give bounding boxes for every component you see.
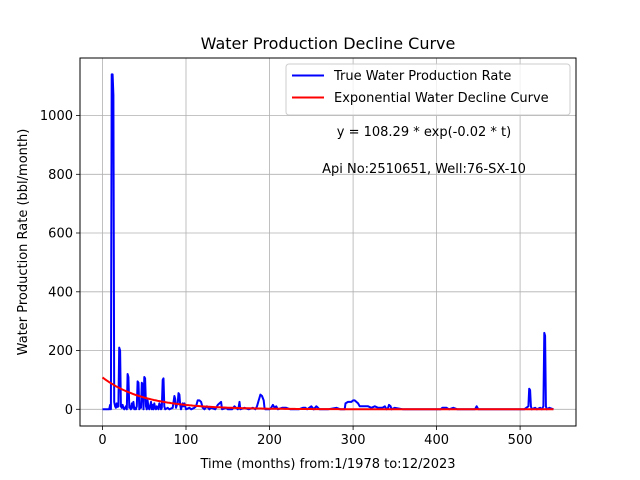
x-tick-label: 100: [174, 433, 199, 448]
x-tick-label: 400: [424, 433, 449, 448]
y-tick-label: 0: [65, 403, 73, 418]
y-tick-label: 200: [48, 344, 73, 359]
legend-box: [285, 63, 571, 116]
x-axis-ticks: 0 100 200 300 400 500: [98, 426, 533, 448]
x-tick-label: 200: [257, 433, 282, 448]
chart-title: Water Production Decline Curve: [201, 34, 456, 53]
x-tick-label: 500: [508, 433, 533, 448]
y-axis-ticks: 0 200 400 600 800 1000: [40, 109, 80, 418]
plot-area: [101, 73, 554, 411]
x-tick-label: 0: [98, 433, 106, 448]
grid-lines: [80, 58, 576, 426]
x-tick-label: 300: [341, 433, 366, 448]
legend-label-exponential-water-decline-curve: Exponential Water Decline Curve: [334, 91, 549, 106]
y-tick-label: 800: [48, 168, 73, 183]
legend-label-true-water-production-rate: True Water Production Rate: [333, 69, 511, 84]
y-tick-label: 400: [48, 285, 73, 300]
y-tick-label: 1000: [40, 109, 73, 124]
x-axis-label: Time (months) from:1/1978 to:12/2023: [199, 457, 455, 472]
well-info-annotation: Api No:2510651, Well:76-SX-10: [322, 162, 526, 177]
decline-equation-annotation: y = 108.29 * exp(-0.02 * t): [337, 125, 511, 140]
y-tick-label: 600: [48, 227, 73, 242]
exponential-water-decline-curve-line: [101, 376, 554, 411]
legend: True Water Production Rate Exponential W…: [285, 63, 571, 116]
axes-frame: [79, 57, 577, 427]
y-axis-label: Water Production Rate (bbl/month): [16, 129, 31, 356]
